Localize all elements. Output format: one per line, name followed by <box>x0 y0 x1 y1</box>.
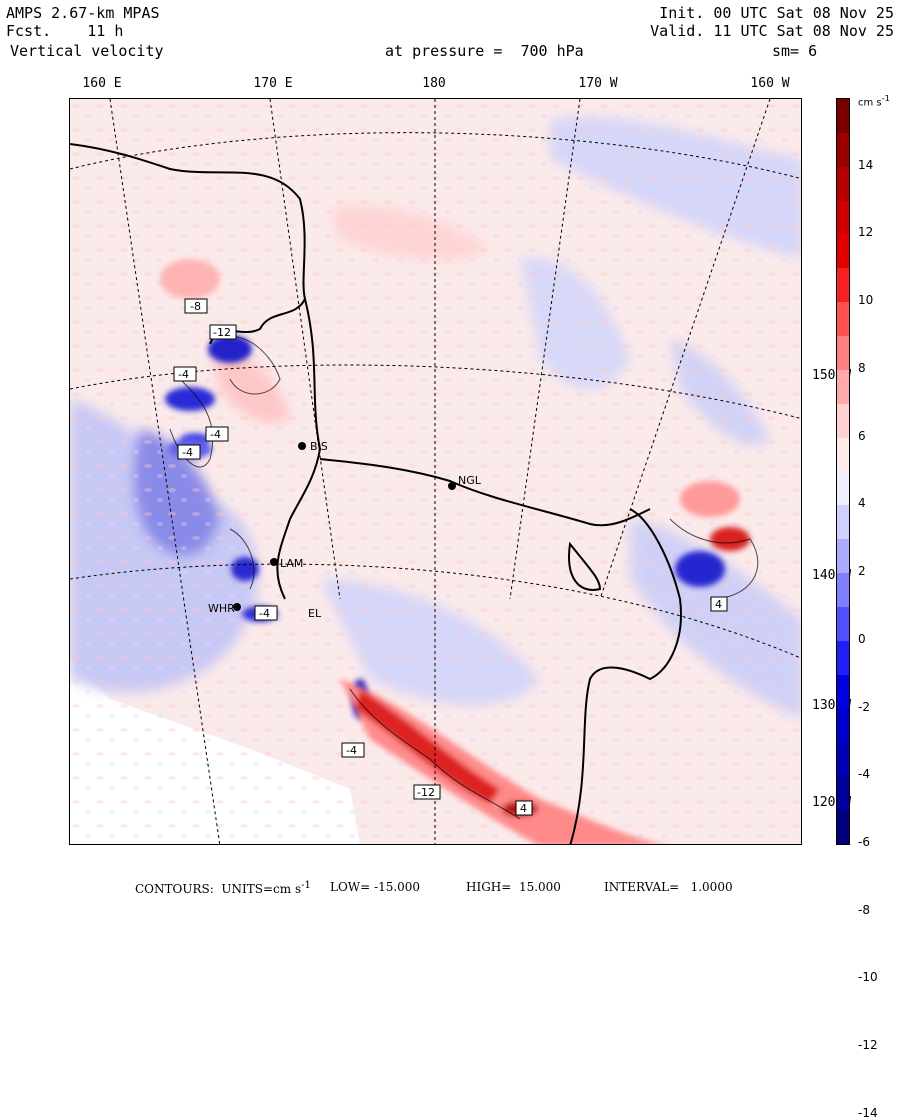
station-dot-lam <box>270 558 278 566</box>
colorbar-tick-label: 14 <box>858 157 874 172</box>
colorbar-swatch <box>837 403 849 439</box>
contour-box-4: -4 <box>210 428 221 441</box>
station-dot-bis <box>298 442 306 450</box>
colorbar-swatch <box>837 471 849 506</box>
station-whr: WHR <box>208 602 235 615</box>
contour-box-7: -4 <box>346 744 357 757</box>
contour-box-8: -12 <box>417 786 435 799</box>
colorbar-swatch <box>837 200 849 235</box>
smoothing-label: sm= 6 <box>772 42 818 60</box>
colorbar-swatch <box>837 776 849 811</box>
colorbar-tick-label: 4 <box>858 496 866 511</box>
station-lam: LAM <box>280 557 303 570</box>
station-el: EL <box>308 607 322 620</box>
map-panel[interactable]: BIS NGL LAM WHR EL -8 -12 -4 -4 -4 -4 -4… <box>69 98 802 845</box>
colorbar <box>836 98 850 845</box>
colorbar-swatch <box>837 234 849 269</box>
colorbar-tick-label: 0 <box>858 631 866 646</box>
colorbar-swatch <box>837 810 849 845</box>
contour-labels: -8 -12 -4 -4 -4 -4 -4 -12 4 4 <box>173 298 728 816</box>
forecast-hour: Fcst. 11 h <box>6 22 124 40</box>
lon-label-170w: 170 W <box>578 76 618 91</box>
lon-label-160e: 160 E <box>82 76 122 91</box>
colorbar-swatch <box>837 369 849 405</box>
colorbar-swatch <box>837 505 849 540</box>
station-markers: BIS NGL LAM WHR EL <box>208 440 482 620</box>
vertical-velocity-map: BIS NGL LAM WHR EL -8 -12 -4 -4 -4 -4 -4… <box>70 99 801 844</box>
init-time: Init. 00 UTC Sat 08 Nov 25 <box>659 4 894 22</box>
valid-time: Valid. 11 UTC Sat 08 Nov 25 <box>650 22 894 40</box>
colorbar-tick-label: -10 <box>858 970 878 985</box>
colorbar-units: cm s-1 <box>858 93 890 109</box>
colorbar-swatch <box>837 742 849 777</box>
colorbar-swatch <box>837 539 849 574</box>
lon-label-160w: 160 W <box>750 76 790 91</box>
colorbar-swatch <box>837 674 849 710</box>
field-name: Vertical velocity <box>10 42 164 60</box>
colorbar-tick-label: 8 <box>858 360 866 375</box>
lon-label-180: 180 <box>422 76 446 91</box>
colorbar-swatch <box>837 268 849 303</box>
contour-box-10: 4 <box>520 802 527 815</box>
colorbar-swatch <box>837 132 849 168</box>
colorbar-tick-label: -6 <box>858 835 870 849</box>
colorbar-tick-label: 10 <box>858 293 874 308</box>
colorbar-tick-label: -12 <box>858 1038 878 1053</box>
contour-box-2: -12 <box>213 326 231 339</box>
colorbar-tick-label: 6 <box>858 428 866 443</box>
footer-contours: CONTOURS: UNITS=cm s-1 <box>135 880 311 896</box>
colorbar-tick-label: 12 <box>858 225 874 240</box>
colorbar-swatch <box>837 437 849 472</box>
station-dot-ngl <box>448 482 456 490</box>
colorbar-tick-label: -2 <box>858 699 870 714</box>
contour-box-6: -4 <box>259 607 270 620</box>
station-bis: BIS <box>310 440 328 453</box>
colorbar-swatch <box>837 166 849 202</box>
station-ngl: NGL <box>458 474 482 487</box>
footer-high: HIGH= 15.000 <box>466 880 561 894</box>
colorbar-swatch <box>837 99 849 134</box>
contour-footer: CONTOURS: UNITS=cm s-1 LOW= -15.000 HIGH… <box>0 880 900 950</box>
lon-label-170e: 170 E <box>253 76 293 91</box>
colorbar-swatch <box>837 573 849 608</box>
model-title: AMPS 2.67-km MPAS <box>6 4 160 22</box>
footer-interval: INTERVAL= 1.0000 <box>604 880 733 894</box>
contour-box-3: -4 <box>178 368 189 381</box>
colorbar-swatch <box>837 708 849 743</box>
contour-box-9: 4 <box>715 598 722 611</box>
colorbar-swatch <box>837 302 849 337</box>
footer-low: LOW= -15.000 <box>330 880 421 894</box>
colorbar-tick-label: -4 <box>858 767 870 782</box>
colorbar-tick-label: -14 <box>858 1105 878 1120</box>
colorbar-swatch <box>837 606 849 642</box>
colorbar-swatch <box>837 336 849 371</box>
contour-box-5: -4 <box>182 446 193 459</box>
contour-box-1: -8 <box>190 300 201 313</box>
pressure-level: at pressure = 700 hPa <box>385 42 584 60</box>
colorbar-swatch <box>837 640 849 676</box>
station-dot-whr <box>233 603 241 611</box>
colorbar-tick-label: 2 <box>858 564 866 579</box>
